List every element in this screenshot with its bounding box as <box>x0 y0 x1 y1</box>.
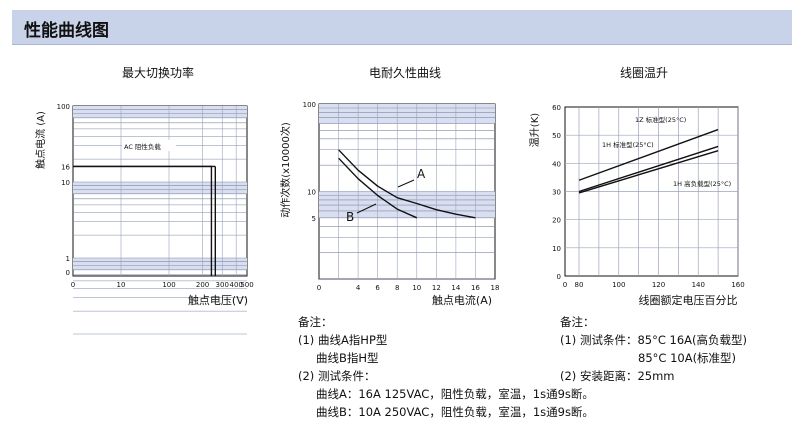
x-axis-label-coil: 线圈额定电压百分比 <box>639 293 738 307</box>
x-tick-label-endurance: 10 <box>412 284 421 292</box>
x-tick-label-coil: 120 <box>652 281 665 289</box>
y-tick-label-coil: 20 <box>552 217 561 225</box>
x-tick-label-switching: 400 <box>229 281 242 289</box>
x-tick-label-endurance: 16 <box>471 284 480 292</box>
x-tick-label-switching: 200 <box>196 281 209 289</box>
series-label-a: A <box>417 167 426 181</box>
y-tick-label-switching: 16 <box>61 163 70 171</box>
series-label-coil-2: 1H 标准型(25°C) <box>602 140 654 149</box>
x-tick-label-switching: 500 <box>240 281 253 289</box>
annotation-bg <box>122 140 176 151</box>
label-pointer-b <box>356 203 377 214</box>
y-tick-label-endurance: 10 <box>307 189 316 197</box>
x-tick-label-endurance: 8 <box>395 284 399 292</box>
x-tick-label-switching: 300 <box>216 281 229 289</box>
x-tick-label-coil: 100 <box>612 281 625 289</box>
y-tick-label-switching: 1 <box>66 255 70 263</box>
y-tick-label-coil: 50 <box>552 132 561 140</box>
x-tick-label-endurance: 18 <box>491 284 500 292</box>
band-endurance <box>319 104 495 124</box>
y-axis-label-coil: 温升(K) <box>529 113 541 147</box>
y-tick-label-endurance: 5 <box>312 215 316 223</box>
notes-right-line: (2) 安装距离：25mm <box>560 369 675 383</box>
series-line-coil-1 <box>578 128 719 181</box>
series-line-b <box>338 157 418 219</box>
x-axis-label-endurance: 触点电流(A) <box>432 293 492 307</box>
chart-title-endurance: 电耐久性曲线 <box>369 66 442 80</box>
series-label-coil-3: 1H 高负载型(25°C) <box>673 179 731 188</box>
y-tick-label-endurance: 100 <box>303 101 316 109</box>
y-tick-label-switching: 100 <box>57 103 70 111</box>
y-axis-label-switching: 触点电流 (A) <box>34 111 47 169</box>
y-tick-label-coil: 30 <box>552 189 561 197</box>
series-line-coil-3 <box>578 149 719 194</box>
x-tick-label-coil: 140 <box>692 281 705 289</box>
x-tick-label-endurance: 4 <box>356 284 361 292</box>
y-tick-label-coil: 10 <box>552 245 561 253</box>
label-pointer-a <box>397 179 415 188</box>
notes-left-line: (2) 测试条件： <box>298 369 376 383</box>
x-tick-label-coil: 80 <box>575 281 584 289</box>
series-label-coil-1: 1Z 标准型(25°C) <box>635 115 686 124</box>
x-tick-label-coil: 0 <box>563 281 567 289</box>
notes-right-line: (1) 测试条件：85°C 16A(高负载型) <box>560 333 747 347</box>
y-tick-label-coil: 60 <box>552 104 561 112</box>
y-axis-label-endurance: 动作次数(x10000次) <box>279 122 292 218</box>
x-tick-label-endurance: 14 <box>451 284 460 292</box>
series-line-a <box>338 149 476 219</box>
chart-title-switching-power: 最大切换功率 <box>122 66 195 80</box>
x-tick-label-endurance: 12 <box>432 284 441 292</box>
x-tick-label-endurance: 0 <box>317 284 321 292</box>
band-switching <box>73 258 247 270</box>
series-label-b: B <box>346 210 354 224</box>
x-tick-label-switching: 0 <box>71 281 75 289</box>
x-tick-label-switching: 100 <box>162 281 175 289</box>
section-header: 性能曲线图 <box>12 10 792 45</box>
notes-left-line: 曲线B：10A 250VAC，阻性负载，室温，1s通9s断。 <box>316 405 594 419</box>
band-switching <box>73 106 247 118</box>
series-line-coil-2 <box>578 145 719 193</box>
y-tick-label-coil: 0 <box>557 273 561 281</box>
annotation-resistive-load: AC 阻性负载 <box>124 142 161 151</box>
y-tick-label-coil: 40 <box>552 160 561 168</box>
section-title: 性能曲线图 <box>24 21 109 41</box>
x-tick-label-endurance: 6 <box>375 284 380 292</box>
notes-left-line: (1) 曲线A指HP型 <box>298 333 388 347</box>
notes-left: 备注： (1) 曲线A指HP型 曲线B指H型 (2) 测试条件： 曲线A：16A… <box>298 313 594 421</box>
x-tick-label-coil: 160 <box>731 281 744 289</box>
band-switching <box>73 182 247 194</box>
notes-left-line: 曲线B指H型 <box>316 351 379 365</box>
chart-title-coil-temp: 线圈温升 <box>620 66 669 80</box>
notes-right-line: 85°C 10A(标准型) <box>638 351 737 365</box>
notes-left-title: 备注： <box>298 315 333 329</box>
notes-right-title: 备注： <box>560 315 595 329</box>
y-tick-label-switching: 10 <box>61 179 70 187</box>
notes-left-line: 曲线A：16A 125VAC，阻性负载，室温，1s通9s断。 <box>316 387 594 401</box>
notes-right: 备注： (1) 测试条件：85°C 16A(高负载型) 85°C 10A(标准型… <box>560 313 747 385</box>
x-tick-label-switching: 10 <box>117 281 126 289</box>
x-axis-label-switching: 触点电压(V) <box>188 293 248 307</box>
y-tick-label-switching: 0 <box>66 269 70 277</box>
